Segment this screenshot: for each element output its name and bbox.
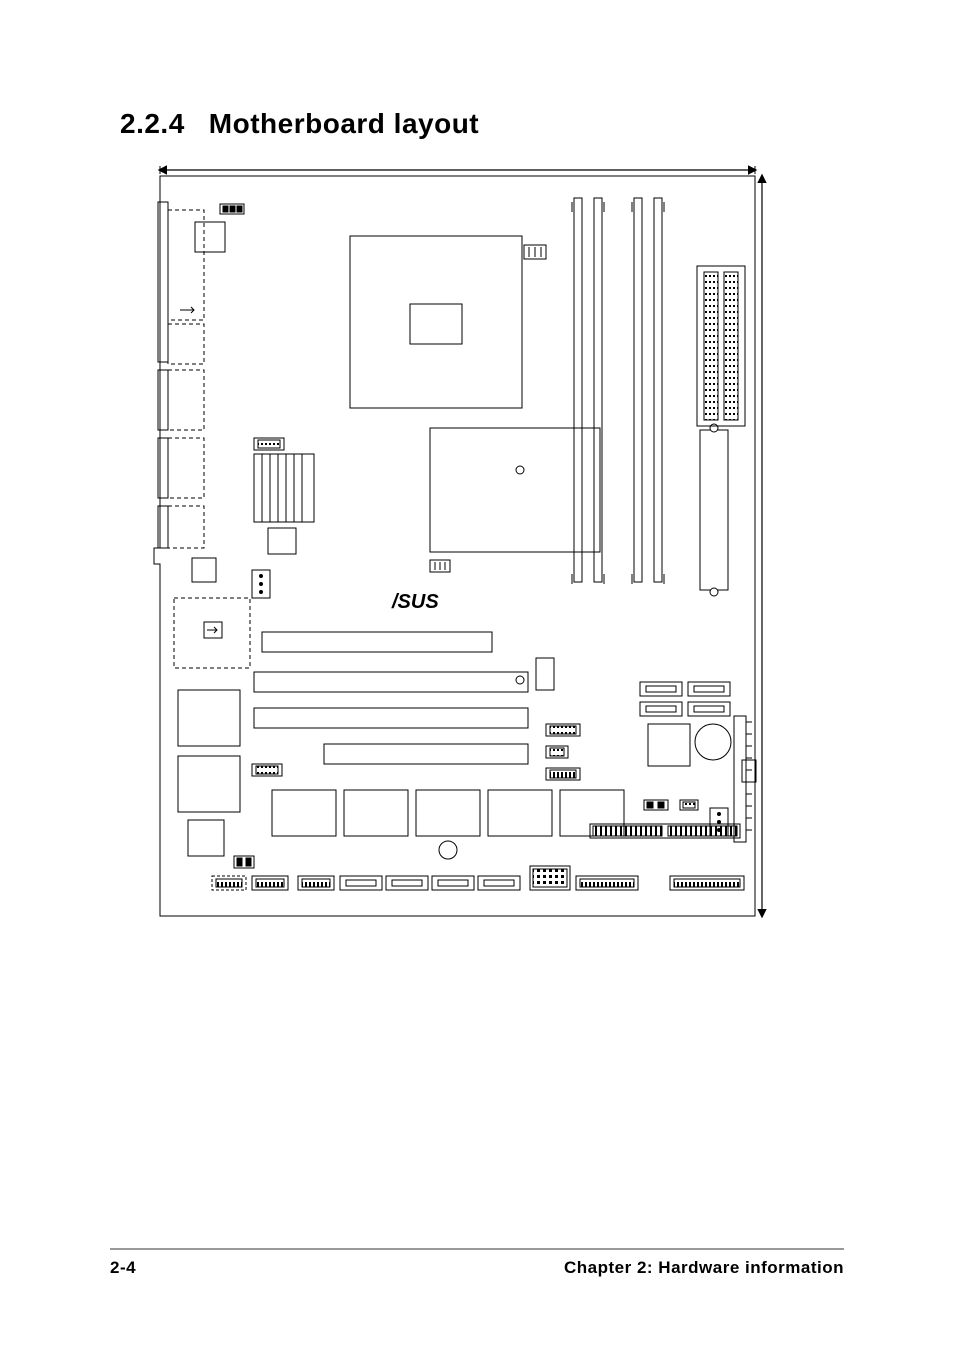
footer-rule xyxy=(110,1248,844,1250)
section-title: Motherboard layout xyxy=(209,108,479,139)
chapter-label: Chapter 2: Hardware information xyxy=(564,1258,844,1278)
section-heading: 2.2.4 Motherboard layout xyxy=(120,108,479,140)
page-footer: 2-4 Chapter 2: Hardware information xyxy=(110,1258,844,1278)
motherboard-diagram: /SUS xyxy=(140,160,770,930)
brand-logo: /SUS xyxy=(391,591,439,613)
page-number: 2-4 xyxy=(110,1258,136,1278)
section-number: 2.2.4 xyxy=(120,108,185,139)
